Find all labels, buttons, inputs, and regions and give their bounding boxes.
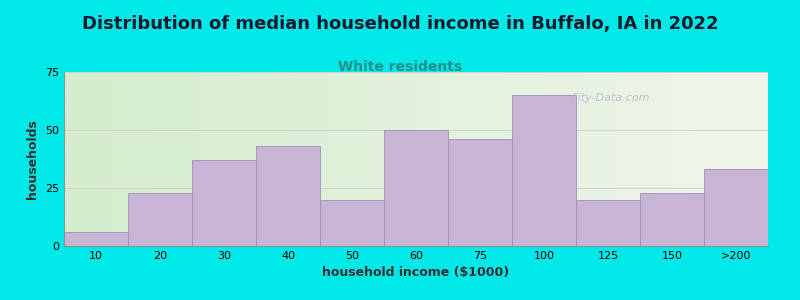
Bar <box>384 130 448 246</box>
Text: City-Data.com: City-Data.com <box>571 93 650 103</box>
Text: Distribution of median household income in Buffalo, IA in 2022: Distribution of median household income … <box>82 15 718 33</box>
Bar <box>64 232 128 246</box>
Bar <box>256 146 320 246</box>
Bar <box>704 169 768 246</box>
Bar <box>128 193 192 246</box>
Bar <box>576 200 640 246</box>
Bar <box>512 95 576 246</box>
Text: White residents: White residents <box>338 60 462 74</box>
Bar <box>320 200 384 246</box>
Bar <box>192 160 256 246</box>
Bar <box>448 139 512 246</box>
Bar <box>640 193 704 246</box>
Y-axis label: households: households <box>26 119 39 199</box>
X-axis label: household income ($1000): household income ($1000) <box>322 266 510 279</box>
